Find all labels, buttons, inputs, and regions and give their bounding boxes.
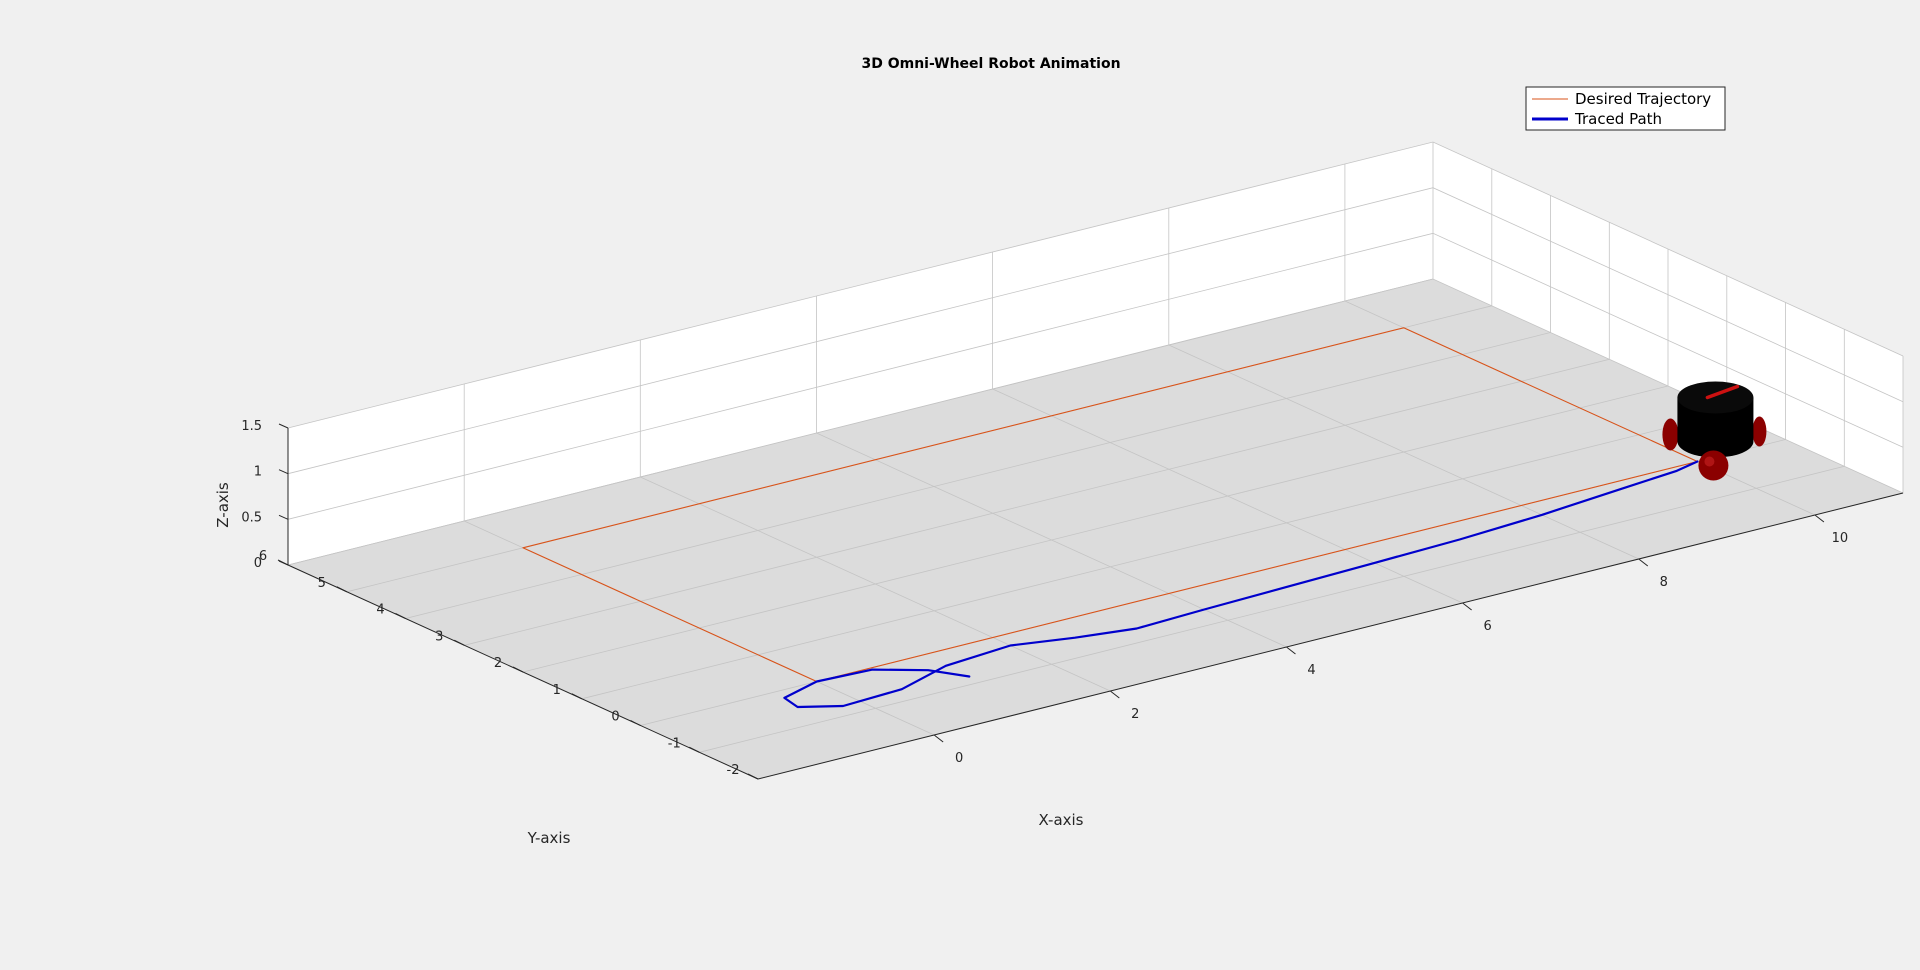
- y-tick-label: -1: [668, 736, 681, 751]
- z-tick-label: 0: [254, 556, 262, 571]
- y-tick-mark: [336, 586, 347, 593]
- z-tick-mark: [278, 560, 289, 566]
- robot-wheel-left: [1662, 418, 1679, 451]
- z-tick-label: 0.5: [241, 510, 262, 525]
- y-tick-mark: [571, 693, 582, 700]
- y-tick-mark: [512, 666, 524, 673]
- z-tick-label: 1: [254, 465, 262, 480]
- robot-model: [1662, 381, 1767, 481]
- y-tick-mark: [630, 720, 641, 726]
- x-axis-label: X-axis: [1039, 811, 1084, 829]
- y-tick-label: 6: [259, 549, 267, 564]
- x-tick-label: 6: [1483, 619, 1491, 634]
- grid-line-z: [287, 141, 1904, 429]
- robot-wheel-front: [1698, 450, 1729, 481]
- x-tick-mark: [1638, 558, 1649, 567]
- chart-title: 3D Omni-Wheel Robot Animation: [861, 56, 1120, 72]
- x-tick-mark: [1110, 690, 1120, 699]
- x-tick-label: 10: [1832, 531, 1849, 546]
- x-tick-label: 0: [955, 751, 963, 766]
- series-desired-trajectory: [522, 327, 1698, 683]
- y-tick-label: 2: [494, 656, 502, 671]
- z-tick-mark: [278, 423, 289, 429]
- y-tick-mark: [395, 613, 406, 619]
- z-tick-mark: [278, 514, 289, 520]
- y-tick-label: 0: [611, 710, 619, 725]
- y-axis-label: Y-axis: [527, 829, 571, 847]
- y-tick-mark: [689, 746, 700, 753]
- x-tick-mark: [933, 734, 944, 743]
- x-axis-line: [757, 492, 1904, 780]
- y-tick-label: 4: [376, 603, 384, 618]
- y-tick-mark: [454, 639, 465, 646]
- robot-body: [1677, 397, 1754, 458]
- grid-line-z: [287, 232, 1904, 520]
- legend-label-traced: Traced Path: [1574, 110, 1662, 128]
- x-tick-label: 8: [1660, 575, 1668, 590]
- robot-wheel-right: [1752, 416, 1767, 447]
- x-tick-mark: [1286, 646, 1296, 655]
- x-tick-label: 2: [1131, 707, 1139, 722]
- y-tick-mark: [747, 773, 759, 780]
- back-wall-pane: [288, 142, 1433, 565]
- y-tick-label: -2: [727, 763, 740, 778]
- robot-top: [1677, 381, 1754, 414]
- z-tick-label: 1.5: [241, 419, 262, 434]
- y-tick-label: 5: [318, 576, 326, 591]
- robot-wheel-front-highlight: [1704, 456, 1715, 467]
- series-traced-path: [783, 460, 1699, 709]
- z-tick-mark: [278, 469, 289, 475]
- y-tick-label: 1: [553, 683, 561, 698]
- z-axis-label: Z-axis: [214, 482, 232, 528]
- data-series: [522, 327, 1699, 709]
- x-tick-label: 4: [1307, 663, 1315, 678]
- y-tick-label: 3: [435, 629, 443, 644]
- x-tick-mark: [1814, 514, 1825, 523]
- grid-line-z: [287, 187, 1904, 475]
- legend: Desired Trajectory Traced Path: [1525, 86, 1726, 131]
- legend-label-desired: Desired Trajectory: [1575, 90, 1711, 108]
- robot-heading-arrow: [1705, 384, 1740, 400]
- legend-box: [1525, 86, 1726, 131]
- x-tick-mark: [1462, 602, 1472, 611]
